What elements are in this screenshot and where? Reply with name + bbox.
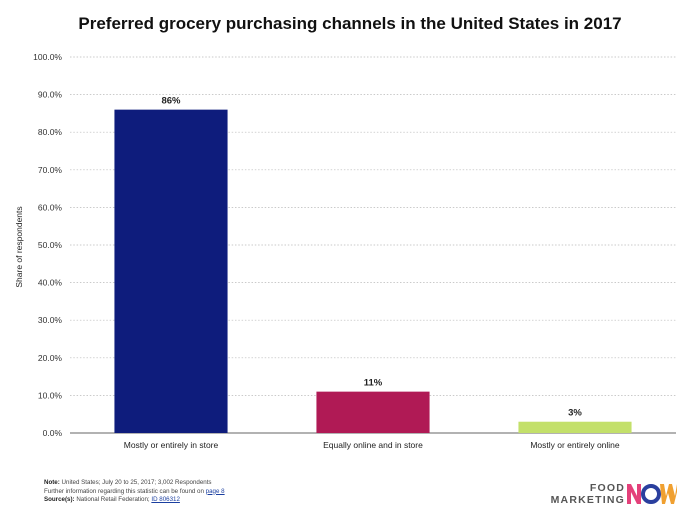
y-tick-label: 10.0%: [38, 390, 63, 400]
y-tick-label: 40.0%: [38, 278, 63, 288]
y-tick-label: 60.0%: [38, 202, 63, 212]
y-tick-label: 50.0%: [38, 240, 63, 250]
y-tick-label: 80.0%: [38, 127, 63, 137]
page-link[interactable]: page 8: [205, 487, 225, 495]
logo-line-food: FOOD: [589, 482, 625, 494]
x-tick-label: Equally online and in store: [323, 440, 423, 450]
bar[interactable]: [518, 421, 632, 433]
source-text: National Retail Federation;: [76, 496, 150, 504]
bar[interactable]: [316, 391, 430, 433]
bar-data-label: 86%: [161, 96, 181, 107]
chart-footer: Note: United States; July 20 to 25, 2017…: [44, 479, 225, 505]
note-label: Note:: [44, 479, 60, 486]
bar-data-label: 3%: [568, 408, 582, 419]
x-tick-label: Mostly or entirely in store: [124, 440, 219, 450]
y-tick-label: 70.0%: [38, 165, 63, 175]
bar[interactable]: [114, 109, 228, 433]
y-tick-label: 30.0%: [38, 315, 63, 325]
y-tick-label: 100.0%: [33, 52, 62, 62]
note-line: Note: United States; July 20 to 25, 2017…: [44, 479, 225, 488]
x-tick-label: Mostly or entirely online: [530, 440, 620, 450]
source-id-link[interactable]: ID 806312: [151, 496, 180, 504]
further-info-line: Further information regarding this stati…: [44, 488, 225, 497]
now-logo-icon: [627, 484, 677, 504]
food-marketing-now-logo: FOOD MARKETING: [527, 482, 677, 506]
further-text: Further information regarding this stati…: [44, 487, 204, 495]
y-tick-label: 20.0%: [38, 353, 63, 363]
chart-title: Preferred grocery purchasing channels in…: [78, 14, 622, 33]
y-axis-label: Share of respondents: [14, 206, 24, 287]
logo-line-marketing: MARKETING: [550, 494, 625, 506]
logo-text: FOOD MARKETING: [525, 482, 625, 506]
source-label: Source(s):: [44, 496, 75, 504]
bar-chart: 0.0% 10.0% 20.0% 30.0% 40.0% 50.0% 60.0% 70.0% 8…: [14, 52, 676, 450]
note-text: United States; July 20 to 25, 2017; 3,00…: [61, 479, 212, 486]
y-tick-label: 0.0%: [43, 428, 63, 438]
source-line: Source(s): National Retail Federation; I…: [44, 496, 225, 505]
bar-data-label: 11%: [364, 378, 383, 389]
y-tick-label: 90.0%: [38, 90, 63, 100]
